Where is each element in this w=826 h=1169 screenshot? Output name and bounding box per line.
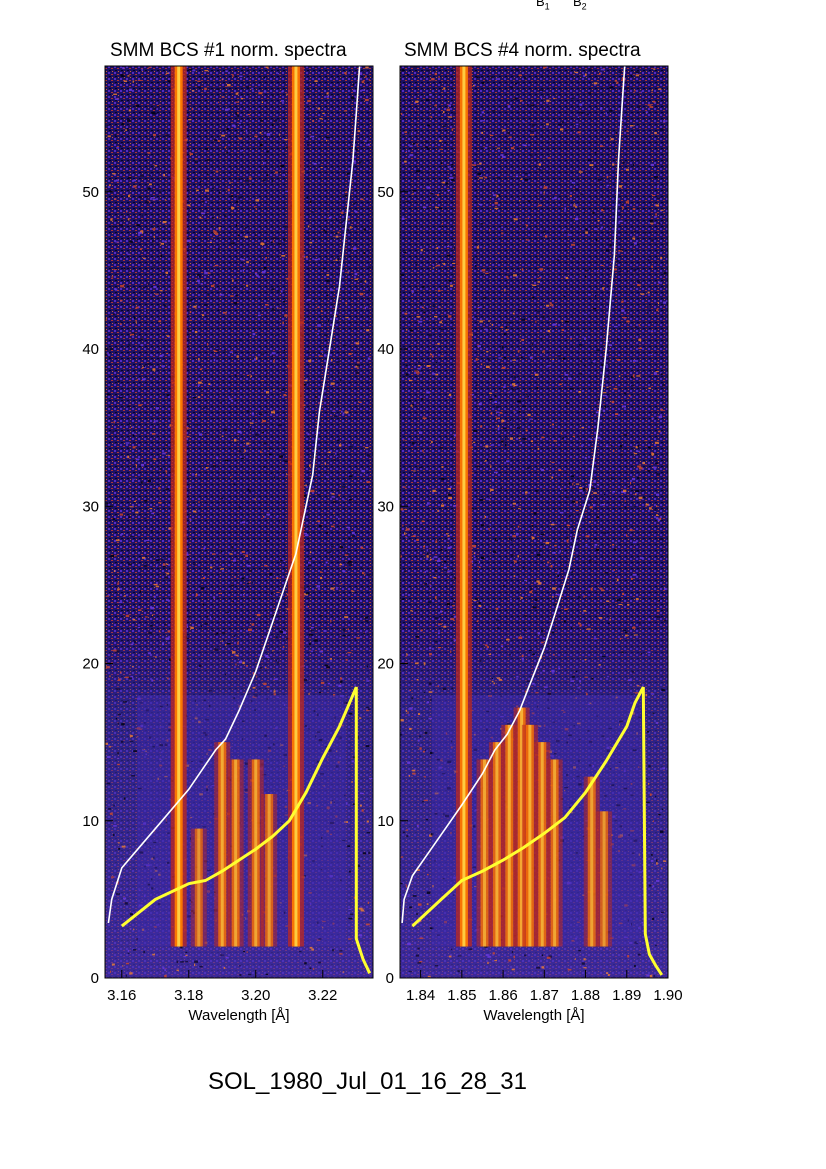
spectral-line-core	[528, 724, 532, 947]
panel-bcs1: 0 10 20 30 40 50 3.16 3.18 3.20 3.22 Wavelength [Å…	[82, 65, 374, 1024]
x-tick-label: 1.90	[653, 987, 682, 1004]
x-axis-label: Wavelength [Å]	[483, 1007, 584, 1024]
x-tick-label: 3.22	[308, 987, 337, 1004]
spectral-line-core	[294, 66, 298, 947]
x-tick-label: 1.89	[612, 987, 641, 1004]
yellow-lightcurve	[411, 686, 664, 976]
y-tick-label: 10	[377, 813, 394, 830]
spectral-line-core	[520, 707, 524, 947]
white-lightcurve	[107, 65, 361, 924]
y-tick-label: 40	[82, 341, 99, 358]
white-lightcurve	[401, 65, 626, 924]
x-tick-label: 3.16	[107, 987, 136, 1004]
y-tick-label: 0	[91, 970, 99, 987]
top-label-b1: B1	[536, 0, 550, 12]
spectral-line-core	[590, 776, 594, 947]
x-tick-label: 3.20	[241, 987, 270, 1004]
y-tick-label: 20	[377, 656, 394, 673]
spectral-line-core	[553, 759, 557, 947]
spectral-line-core	[254, 759, 258, 947]
top-label-b1-sub: 1	[544, 1, 550, 12]
panel-bcs4: 0 10 20 30 40 50 1.84 1.85 1.86 1.87 1.88 1.89 1.90 W…	[377, 65, 683, 1024]
chart-title-bcs4: SMM BCS #4 norm. spectra	[404, 40, 641, 61]
spectral-lines	[170, 66, 304, 947]
y-tick-label: 0	[386, 970, 394, 987]
x-tick-label: 1.87	[530, 987, 559, 1004]
spectral-line-core	[483, 759, 487, 947]
y-tick-label: 30	[377, 498, 394, 515]
chart-title-bcs1: SMM BCS #1 norm. spectra	[110, 40, 347, 61]
top-label-b2-letter: B	[573, 0, 582, 9]
plot-frame	[399, 65, 669, 979]
spectral-line-core	[267, 794, 271, 947]
top-label-b1-letter: B	[536, 0, 545, 9]
y-tick-label: 50	[82, 184, 99, 201]
x-tick-label: 1.86	[488, 987, 517, 1004]
y-tick-label: 20	[82, 656, 99, 673]
spectral-line-core	[177, 66, 181, 947]
spectral-line-core	[220, 742, 224, 947]
spectral-line-core	[540, 742, 544, 947]
spectral-line-core	[197, 828, 201, 947]
spectral-line-core	[495, 742, 499, 947]
yellow-lightcurve	[120, 686, 372, 974]
plot-frame	[104, 65, 374, 979]
y-tick-label: 30	[82, 498, 99, 515]
x-tick-label: 3.18	[174, 987, 203, 1004]
x-tick-label: 1.85	[447, 987, 476, 1004]
spectral-line	[600, 811, 609, 947]
x-tick-label: 1.88	[571, 987, 600, 1004]
top-label-b2: B2	[573, 0, 587, 12]
event-label: SOL_1980_Jul_01_16_28_31	[208, 1068, 527, 1095]
x-axis-label: Wavelength [Å]	[188, 1007, 289, 1024]
y-tick-label: 10	[82, 813, 99, 830]
x-tick-label: 1.84	[406, 987, 435, 1004]
y-tick-label: 40	[377, 341, 394, 358]
spectral-line-core	[234, 759, 238, 947]
spectral-line-core	[462, 66, 466, 947]
spectral-lines	[455, 66, 613, 947]
spectral-line-core	[507, 724, 511, 947]
spectral-line	[194, 828, 203, 947]
y-tick-label: 50	[377, 184, 394, 201]
spectral-line-core	[602, 811, 606, 947]
top-label-b2-sub: 2	[581, 1, 587, 12]
